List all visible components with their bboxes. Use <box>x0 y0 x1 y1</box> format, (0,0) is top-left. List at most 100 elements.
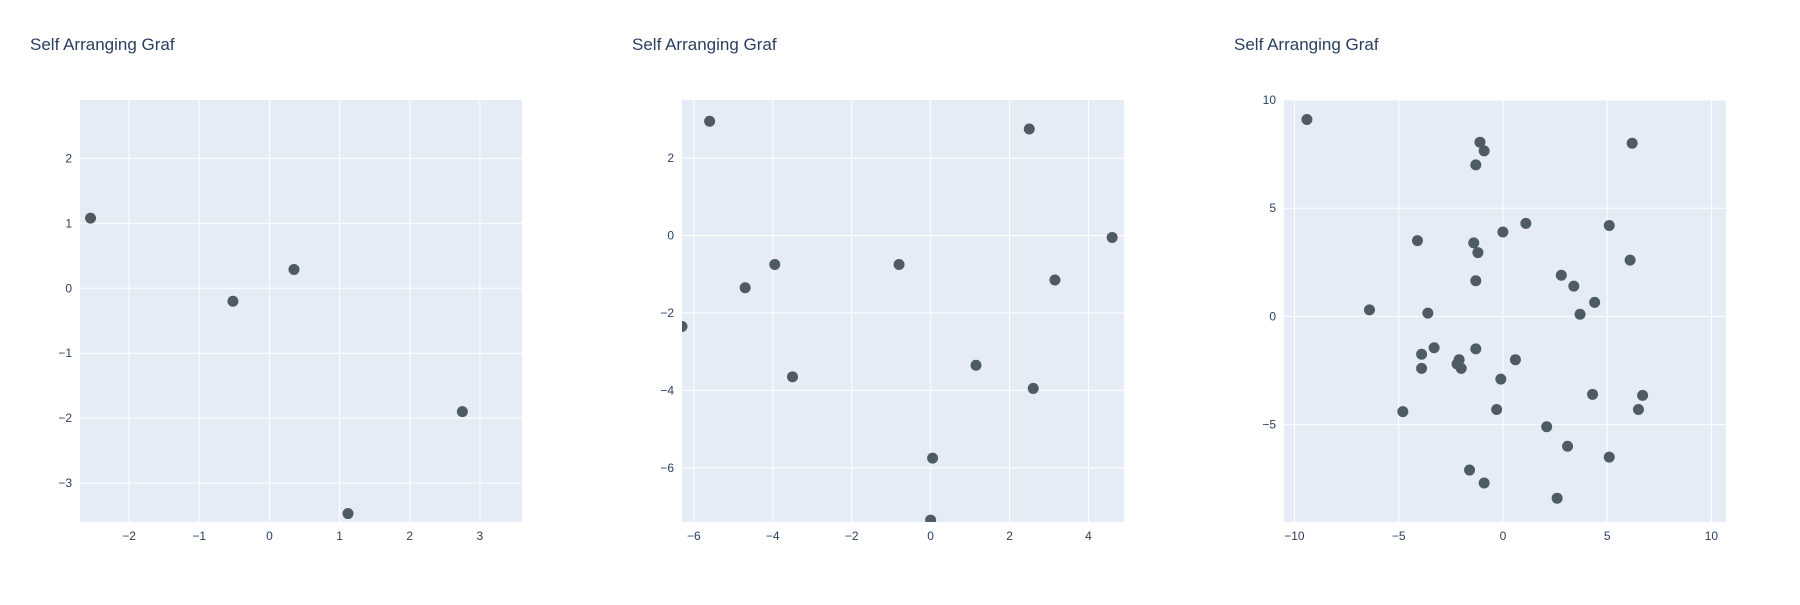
data-points <box>85 212 468 520</box>
y-tick-label: −4 <box>660 383 674 397</box>
data-point[interactable] <box>1574 308 1586 320</box>
chart-title: Self Arranging Graf <box>1234 35 1379 54</box>
data-point[interactable] <box>1478 477 1490 489</box>
data-point[interactable] <box>1023 123 1035 135</box>
data-point[interactable] <box>1106 231 1118 243</box>
data-point[interactable] <box>739 282 751 294</box>
y-tick-label: −6 <box>660 461 674 475</box>
x-tick-label: −10 <box>1284 529 1305 543</box>
x-tick-label: 5 <box>1604 529 1611 543</box>
data-point[interactable] <box>85 212 97 224</box>
x-tick-label: −6 <box>687 529 701 543</box>
data-point[interactable] <box>1301 113 1313 125</box>
data-point[interactable] <box>1626 137 1638 149</box>
data-point[interactable] <box>787 371 798 383</box>
data-point[interactable] <box>1551 492 1563 504</box>
data-point[interactable] <box>456 406 468 418</box>
data-point[interactable] <box>1568 280 1580 292</box>
data-point[interactable] <box>1478 145 1490 157</box>
x-tick-label: 1 <box>336 529 343 543</box>
x-tick-label: 0 <box>927 529 934 543</box>
subplot-3: Self Arranging Graf −10 −5 0 5 10 −5 0 5 10 <box>1234 35 1726 543</box>
y-tick-label: −2 <box>660 306 674 320</box>
data-point[interactable] <box>1491 403 1503 415</box>
plot-area <box>682 100 1124 522</box>
chart-title: Self Arranging Graf <box>30 35 175 54</box>
data-point[interactable] <box>1603 220 1615 232</box>
y-tick-label: 10 <box>1263 93 1277 107</box>
y-tick-label: 1 <box>65 216 72 230</box>
data-point[interactable] <box>227 295 239 307</box>
data-point[interactable] <box>1474 136 1486 148</box>
data-point[interactable] <box>1422 307 1434 319</box>
data-points <box>677 115 1118 526</box>
subplot-1: Self Arranging Graf −2 −1 0 1 2 3 −3 −2 −1 0 1 2 <box>30 35 522 543</box>
x-tick-label: 2 <box>406 529 413 543</box>
y-tick-label: 5 <box>1269 201 1276 215</box>
data-point[interactable] <box>1603 451 1615 463</box>
y-tick-label: 2 <box>65 151 72 165</box>
x-tick-label: 0 <box>1500 529 1507 543</box>
data-point[interactable] <box>1470 159 1482 171</box>
y-tick-label: 2 <box>667 151 674 165</box>
data-point[interactable] <box>1049 274 1061 286</box>
x-tick-label: −5 <box>1392 529 1406 543</box>
data-point[interactable] <box>1509 354 1521 366</box>
data-point[interactable] <box>288 263 300 275</box>
data-points <box>1301 113 1649 504</box>
data-point[interactable] <box>1624 254 1636 266</box>
x-tick-label: −4 <box>766 529 780 543</box>
data-point[interactable] <box>1587 388 1599 400</box>
data-point[interactable] <box>1428 342 1440 354</box>
chart-title: Self Arranging Graf <box>632 35 777 54</box>
data-point[interactable] <box>1495 373 1507 385</box>
data-point[interactable] <box>1416 348 1428 360</box>
x-tick-label: −2 <box>122 529 136 543</box>
x-tick-label: −1 <box>192 529 206 543</box>
plot-area <box>80 100 522 522</box>
x-tick-label: 2 <box>1006 529 1013 543</box>
data-point[interactable] <box>1468 237 1480 249</box>
data-point[interactable] <box>704 115 716 127</box>
y-tick-label: 0 <box>65 281 72 295</box>
y-tick-label: 0 <box>1269 309 1276 323</box>
y-tick-label: −2 <box>58 411 72 425</box>
data-point[interactable] <box>342 508 354 520</box>
data-point[interactable] <box>1589 296 1601 308</box>
data-point[interactable] <box>1470 275 1482 287</box>
data-point[interactable] <box>1397 406 1409 418</box>
data-point[interactable] <box>1632 403 1644 415</box>
data-point[interactable] <box>1455 362 1467 374</box>
y-tick-label: −3 <box>58 476 72 490</box>
data-point[interactable] <box>1555 269 1567 281</box>
data-point[interactable] <box>1411 235 1423 247</box>
data-point[interactable] <box>1363 304 1375 316</box>
y-tick-label: 0 <box>667 229 674 243</box>
x-tick-label: 0 <box>266 529 273 543</box>
data-point[interactable] <box>1027 382 1039 394</box>
plot-area <box>1284 100 1726 522</box>
x-tick-label: 3 <box>477 529 484 543</box>
data-point[interactable] <box>1472 247 1484 259</box>
data-point[interactable] <box>1470 343 1482 355</box>
data-point[interactable] <box>927 452 939 464</box>
data-point[interactable] <box>1464 464 1476 476</box>
data-point[interactable] <box>1520 217 1532 229</box>
data-point[interactable] <box>1637 389 1649 401</box>
data-point[interactable] <box>769 259 781 271</box>
x-tick-label: 4 <box>1085 529 1092 543</box>
data-point[interactable] <box>893 259 905 271</box>
y-tick-label: −1 <box>58 346 72 360</box>
data-point[interactable] <box>1416 362 1428 374</box>
x-tick-label: −2 <box>845 529 859 543</box>
data-point[interactable] <box>677 320 688 332</box>
data-point[interactable] <box>1497 226 1509 238</box>
data-point[interactable] <box>1541 421 1553 433</box>
subplot-2: Self Arranging Graf −6 −4 −2 0 2 4 −6 −4 −2 0 2 <box>632 35 1124 543</box>
data-point[interactable] <box>925 514 937 526</box>
y-tick-label: −5 <box>1262 418 1276 432</box>
data-point[interactable] <box>1562 440 1574 452</box>
data-point[interactable] <box>970 359 982 371</box>
